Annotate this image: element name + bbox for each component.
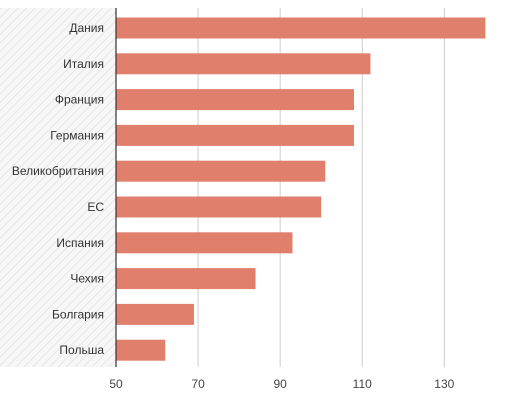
bar [116,53,371,75]
category-label: Франция [55,93,104,107]
x-tick-label: 110 [353,377,372,391]
category-label: Великобритания [12,164,104,178]
bar [116,303,194,325]
category-label: Дания [69,21,104,35]
category-label: Италия [63,57,104,71]
x-tick-label: 130 [434,377,454,391]
category-label: Германия [50,128,104,142]
bar [116,196,322,218]
category-label: Чехия [70,272,104,286]
category-label-band [0,8,116,367]
bar [116,17,486,39]
x-tick-label: 70 [191,377,205,391]
bar [116,339,166,361]
category-label: ЕС [87,200,104,214]
bar [116,232,293,254]
bar [116,89,355,111]
category-label: Болгария [52,307,104,321]
bar [116,160,326,182]
bar [116,124,355,146]
x-tick-label: 90 [273,377,287,391]
category-label: Польша [59,343,104,357]
bar [116,268,256,290]
category-label: Испания [56,236,104,250]
x-tick-label: 50 [109,377,123,391]
